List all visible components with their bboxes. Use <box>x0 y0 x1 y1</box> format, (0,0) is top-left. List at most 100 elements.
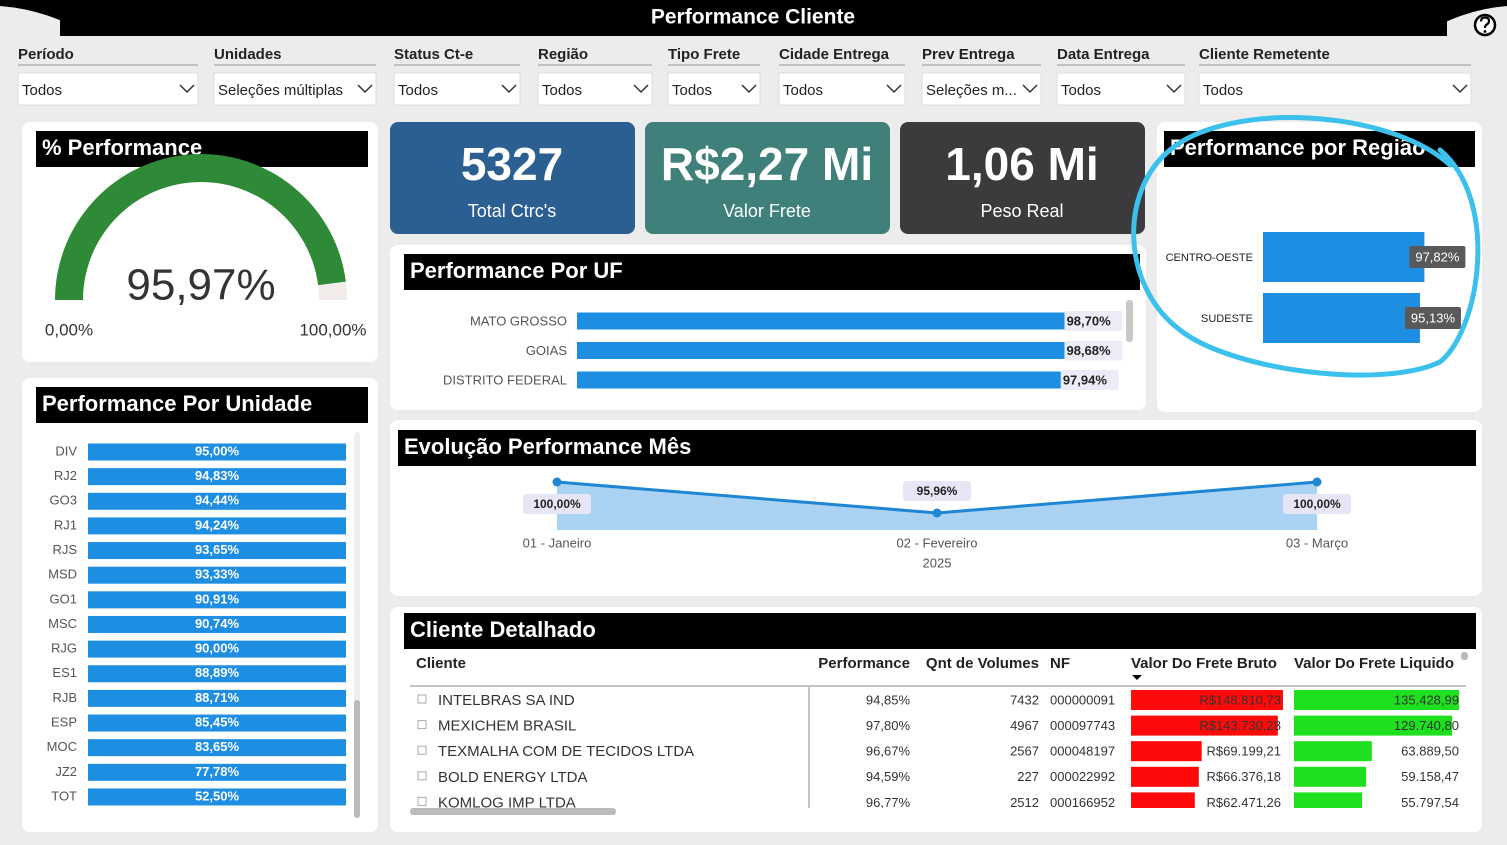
gauge-tick-label: 0,00% <box>45 320 93 339</box>
filter-dropdown[interactable]: Todos <box>393 72 521 106</box>
chevron <box>1452 84 1468 94</box>
filter-dropdown[interactable]: Todos <box>667 72 761 106</box>
filter-dropdown[interactable]: Todos <box>537 72 653 106</box>
table-cell: 59.158,47 <box>1401 769 1459 784</box>
data-bar <box>1131 792 1195 808</box>
table-cell: R$69.199,21 <box>1207 744 1281 759</box>
bar <box>577 342 1065 359</box>
table-cell: 2567 <box>1010 744 1039 759</box>
filter-label: Unidades <box>214 46 282 63</box>
dropdown-box[interactable] <box>778 72 906 106</box>
unit-label: MOC <box>47 739 77 754</box>
unit-value: 85,45% <box>195 714 240 729</box>
category-label: SUDESTE <box>1201 313 1253 325</box>
scrollbar[interactable] <box>1126 300 1133 342</box>
chevron <box>357 84 373 94</box>
kpi-label: Total Ctrc's <box>468 201 556 221</box>
data-bar <box>1294 715 1453 736</box>
chevron <box>886 84 902 94</box>
data-label: 100,00% <box>1293 497 1341 511</box>
scrollbar[interactable] <box>410 808 616 815</box>
dropdown-value: Todos <box>22 82 62 99</box>
unit-label: TOT <box>51 788 77 803</box>
column-header[interactable]: Valor Do Frete Bruto <box>1131 655 1277 672</box>
table-cell: KOMLOG IMP LTDA <box>438 794 576 811</box>
column-header[interactable]: Cliente <box>416 655 466 672</box>
dropdown-box[interactable] <box>921 72 1042 106</box>
column-header[interactable]: NF <box>1050 655 1070 672</box>
column-header[interactable]: Performance <box>818 655 910 672</box>
unit-label: RJ1 <box>54 517 77 532</box>
expand-icon[interactable] <box>417 771 427 781</box>
unit-label: DIV <box>55 443 77 458</box>
filter-dropdown[interactable]: Todos <box>778 72 906 106</box>
unit-cell <box>88 615 346 633</box>
expand-icon[interactable] <box>417 745 427 755</box>
chevron <box>633 84 649 94</box>
scrollbar[interactable] <box>354 700 360 818</box>
expand-icon[interactable] <box>417 694 427 704</box>
dropdown-box[interactable] <box>1056 72 1186 106</box>
dropdown-box[interactable] <box>667 72 761 106</box>
unit-cell <box>88 566 346 584</box>
card-title: Cliente Detalhado <box>410 617 596 642</box>
data-label: 98,70% <box>1067 313 1112 328</box>
unit-label: RJG <box>51 641 77 656</box>
header-bar-center <box>60 0 1447 36</box>
card <box>390 607 1482 832</box>
point <box>1312 477 1322 487</box>
title-bar <box>404 254 1140 290</box>
dropdown-box[interactable] <box>537 72 653 106</box>
dropdown-value: Todos <box>1061 82 1101 99</box>
expand-icon[interactable] <box>417 720 427 730</box>
filter-dropdown[interactable]: Todos <box>17 72 199 106</box>
page-title: Performance Cliente <box>651 6 855 29</box>
dropdown-value: Todos <box>783 82 823 99</box>
table-cell: 000097743 <box>1050 718 1115 733</box>
unit-value: 95,00% <box>195 443 240 458</box>
table-cell: 129.740,80 <box>1394 718 1459 733</box>
x-tick-label: 02 - Fevereiro <box>897 535 978 550</box>
point <box>552 477 562 487</box>
table-cell: 97,80% <box>866 718 911 733</box>
unit-label: GO3 <box>50 493 77 508</box>
table-cell: 000000091 <box>1050 692 1115 707</box>
annotation-circle <box>1131 115 1481 378</box>
chevron <box>1022 84 1038 94</box>
scrollbar[interactable] <box>1461 652 1468 660</box>
gauge-fill <box>55 154 346 300</box>
card-title: Performance Por UF <box>410 258 623 283</box>
dropdown-value: Seleções m... <box>926 82 1017 99</box>
dropdown-box[interactable] <box>17 72 199 106</box>
unit-value: 88,89% <box>195 665 240 680</box>
expand-icon[interactable] <box>417 796 427 806</box>
kpi-label: Valor Frete <box>723 201 811 221</box>
unit-label: ES1 <box>52 665 77 680</box>
data-bar <box>1131 690 1283 710</box>
help-icon[interactable] <box>1473 13 1497 37</box>
unit-value: 77,78% <box>195 764 240 779</box>
chevron <box>179 84 195 94</box>
data-label: 98,68% <box>1066 343 1111 358</box>
column-header[interactable]: Valor Do Frete Liquido <box>1294 655 1454 672</box>
column-header[interactable]: Qnt de Volumes <box>926 655 1039 672</box>
table-cell: 4967 <box>1010 718 1039 733</box>
filter-dropdown[interactable]: Todos <box>1056 72 1186 106</box>
point <box>932 508 942 518</box>
filter-dropdown[interactable]: Seleções múltiplas <box>213 72 377 106</box>
filter-dropdown[interactable]: Seleções m... <box>921 72 1042 106</box>
dropdown-box[interactable] <box>213 72 377 106</box>
table-cell: R$62.471,26 <box>1207 795 1281 810</box>
unit-cell <box>88 689 346 707</box>
unit-cell <box>88 665 346 683</box>
category-label: DISTRITO FEDERAL <box>443 372 567 387</box>
dropdown-box[interactable] <box>1198 72 1472 106</box>
unit-label: GO1 <box>50 591 77 606</box>
unit-label: RJS <box>52 542 77 557</box>
filter-dropdown[interactable]: Todos <box>1198 72 1472 106</box>
dropdown-box[interactable] <box>393 72 521 106</box>
data-label: 95,96% <box>917 484 958 498</box>
data-bar <box>1131 766 1199 787</box>
